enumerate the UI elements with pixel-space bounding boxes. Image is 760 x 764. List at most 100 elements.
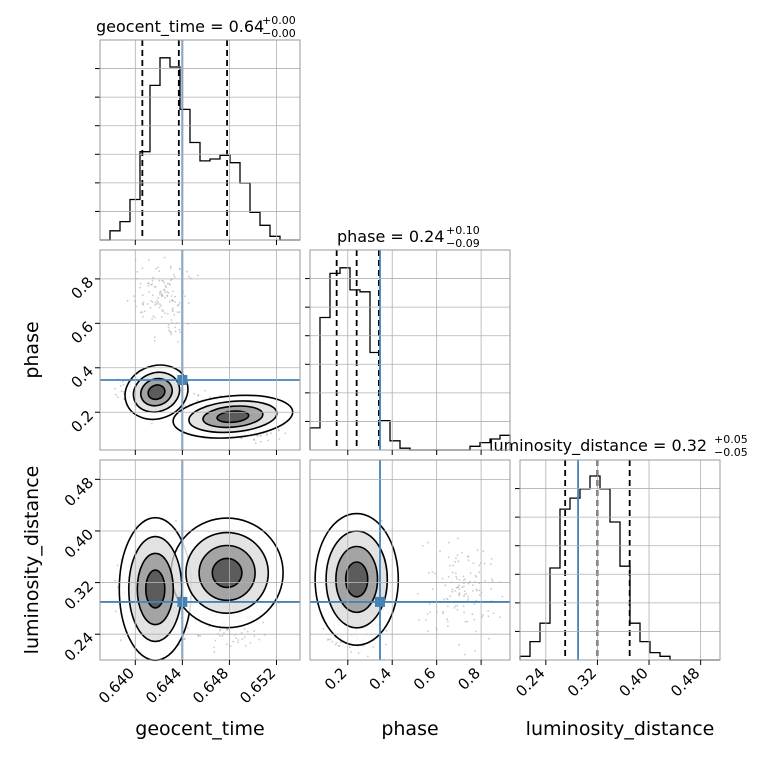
sample-point	[362, 645, 364, 647]
sample-point	[455, 575, 457, 578]
sample-point	[258, 638, 260, 641]
sample-point	[176, 304, 179, 307]
sample-point	[240, 632, 243, 634]
sample-point	[473, 618, 476, 621]
sample-point	[143, 310, 146, 313]
sample-point	[475, 630, 478, 633]
title-luminosity-distance-up: +0.05	[714, 433, 748, 446]
sample-point	[456, 554, 459, 556]
sample-point	[327, 638, 330, 640]
sample-point	[240, 437, 243, 440]
sample-point	[142, 303, 145, 306]
sample-point	[114, 387, 116, 390]
sample-point	[146, 303, 149, 305]
sample-point	[478, 594, 481, 596]
sample-point	[160, 316, 163, 318]
sample-point	[499, 616, 502, 618]
sample-point	[490, 588, 493, 590]
sample-point	[338, 645, 341, 647]
sample-point	[490, 558, 493, 560]
sample-point	[467, 555, 470, 557]
sample-point	[326, 639, 329, 641]
sample-point	[492, 612, 495, 615]
sample-point	[119, 385, 122, 387]
xlabel-phase: phase	[381, 718, 438, 740]
title-geocent-time-down: −0.00	[262, 27, 296, 40]
sample-point	[262, 621, 264, 624]
sample-point	[141, 302, 144, 305]
sample-point	[483, 562, 486, 565]
sample-point	[164, 284, 167, 287]
sample-point	[166, 282, 169, 285]
sample-point	[431, 571, 434, 573]
sample-point	[166, 291, 168, 293]
sample-point	[266, 434, 268, 437]
sample-point	[253, 635, 256, 638]
sample-point	[162, 280, 165, 282]
sample-point	[153, 336, 156, 339]
sample-point	[178, 643, 181, 646]
sample-point	[160, 304, 162, 307]
sample-point	[153, 340, 156, 342]
sample-point	[171, 299, 174, 302]
sample-point	[489, 563, 492, 566]
sample-point	[458, 579, 461, 581]
sample-point	[122, 383, 125, 386]
sample-point	[178, 301, 181, 304]
sample-point	[241, 638, 244, 640]
sample-point	[463, 653, 466, 656]
sample-point	[153, 316, 156, 319]
sample-point	[132, 295, 135, 297]
sample-point	[474, 650, 477, 652]
sample-point	[219, 635, 221, 637]
sample-point	[418, 619, 420, 621]
sample-point	[467, 598, 469, 600]
sample-point	[469, 572, 472, 575]
sample-point	[429, 611, 432, 613]
sample-point	[458, 594, 460, 597]
sample-point	[158, 279, 161, 282]
sample-point	[148, 258, 150, 261]
sample-point	[159, 290, 162, 293]
sample-point	[166, 312, 169, 315]
sample-point	[178, 311, 181, 313]
sample-point	[149, 306, 152, 309]
sample-point	[456, 577, 458, 580]
sample-point	[158, 306, 161, 309]
sample-point	[278, 429, 280, 432]
sample-point	[225, 643, 228, 646]
sample-point	[163, 296, 166, 299]
sample-point	[471, 589, 474, 592]
sample-point	[221, 635, 224, 637]
sample-point	[173, 313, 176, 316]
sample-point	[475, 576, 478, 578]
sample-point	[197, 394, 200, 397]
sample-point	[213, 646, 216, 649]
sample-point	[467, 582, 470, 585]
sample-point	[204, 389, 207, 392]
sample-point	[454, 560, 457, 563]
sample-point	[160, 292, 163, 295]
sample-point	[447, 625, 449, 628]
sample-point	[120, 390, 123, 393]
sample-point	[114, 579, 116, 582]
sample-point	[463, 585, 465, 588]
sample-point	[337, 645, 340, 647]
sample-point	[417, 592, 419, 595]
sample-point	[348, 646, 351, 649]
sample-point	[197, 634, 200, 637]
sample-point	[447, 556, 450, 559]
sample-point	[473, 603, 476, 605]
sample-point	[427, 541, 429, 544]
sample-point	[421, 544, 424, 547]
sample-point	[256, 435, 259, 438]
sample-point	[146, 282, 149, 285]
title-luminosity-distance-down: −0.05	[714, 446, 748, 459]
sample-point	[339, 641, 342, 644]
sample-point	[197, 394, 200, 396]
sample-point	[163, 256, 166, 259]
sample-point	[154, 304, 157, 306]
sample-point	[253, 630, 256, 632]
sample-point	[385, 629, 388, 632]
sample-point	[458, 592, 461, 595]
